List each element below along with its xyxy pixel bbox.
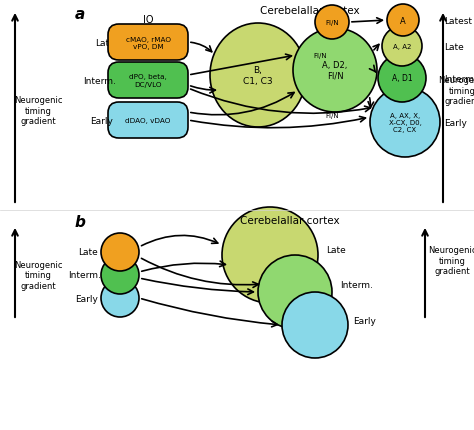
Circle shape — [101, 256, 139, 294]
Text: FI/N: FI/N — [325, 20, 339, 26]
Text: A, AX, X,
X-CX, D0,
C2, CX: A, AX, X, X-CX, D0, C2, CX — [389, 113, 421, 133]
Text: Late: Late — [444, 43, 464, 51]
Circle shape — [315, 6, 349, 40]
Circle shape — [282, 292, 348, 358]
Circle shape — [258, 255, 332, 329]
Circle shape — [382, 27, 422, 67]
Circle shape — [222, 208, 318, 303]
Text: IO: IO — [143, 15, 153, 25]
Text: Late: Late — [326, 246, 346, 255]
Text: A: A — [400, 16, 406, 25]
Text: Neurogenic
timing
gradient: Neurogenic timing gradient — [14, 261, 62, 290]
Text: A, D1: A, D1 — [392, 74, 412, 83]
Text: dPO, beta,
DC/VLO: dPO, beta, DC/VLO — [129, 74, 167, 87]
Text: FI/N: FI/N — [313, 53, 327, 59]
FancyBboxPatch shape — [108, 25, 188, 61]
Text: Neurogenic
timing
gradient: Neurogenic timing gradient — [438, 76, 474, 106]
Text: Cerebelallar cortex: Cerebelallar cortex — [240, 215, 340, 225]
Text: Early: Early — [90, 116, 113, 125]
Text: Early: Early — [75, 294, 98, 303]
FancyBboxPatch shape — [108, 103, 188, 139]
Text: Interm.: Interm. — [340, 281, 373, 290]
Text: A, D2,
FI/N: A, D2, FI/N — [322, 61, 348, 80]
Text: A, A2: A, A2 — [393, 44, 411, 50]
Text: Cerebelallar cortex: Cerebelallar cortex — [260, 6, 360, 16]
Text: dDAO, vDAO: dDAO, vDAO — [125, 118, 171, 124]
Text: Early: Early — [444, 118, 467, 127]
Circle shape — [101, 280, 139, 317]
Text: B,
C1, C3: B, C1, C3 — [243, 66, 273, 86]
Text: Late: Late — [78, 248, 98, 257]
Text: b: b — [75, 215, 86, 230]
Text: Interm.: Interm. — [68, 271, 101, 280]
Circle shape — [101, 233, 139, 271]
Text: Interm.: Interm. — [83, 76, 116, 85]
Circle shape — [370, 88, 440, 158]
Text: Interm.: Interm. — [444, 74, 474, 83]
Ellipse shape — [210, 24, 306, 128]
Text: Late: Late — [95, 38, 115, 47]
Circle shape — [378, 55, 426, 103]
Circle shape — [293, 29, 377, 113]
Text: Neurogenic
timing
gradient: Neurogenic timing gradient — [14, 96, 62, 126]
Text: FI/N: FI/N — [325, 113, 339, 119]
Text: cMAO, rMAO
vPO, DM: cMAO, rMAO vPO, DM — [126, 37, 171, 49]
FancyBboxPatch shape — [108, 63, 188, 99]
Text: IO: IO — [115, 233, 125, 243]
Text: Neurogenic
timing
gradient: Neurogenic timing gradient — [428, 246, 474, 275]
Circle shape — [387, 5, 419, 37]
Text: Latest: Latest — [444, 16, 472, 25]
Text: Early: Early — [353, 316, 376, 325]
Text: a: a — [75, 7, 85, 22]
